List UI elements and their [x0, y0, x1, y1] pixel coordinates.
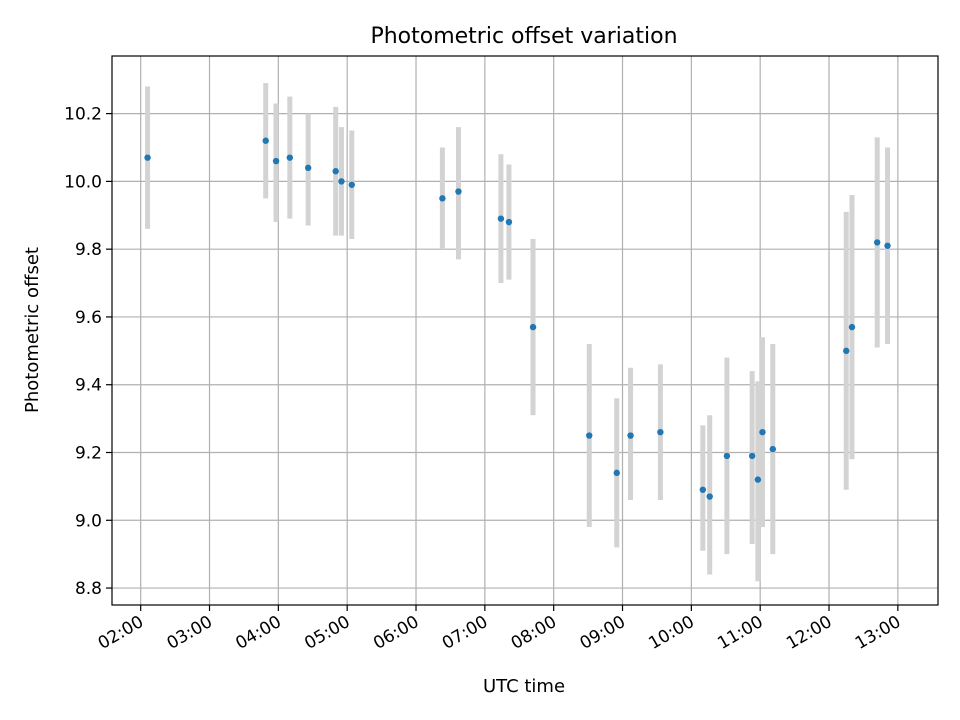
y-tick-label: 10.2 [64, 105, 102, 125]
data-point [332, 168, 339, 175]
data-point [586, 432, 593, 439]
x-tick-label: 09:00 [577, 612, 629, 654]
x-tick-label: 06:00 [370, 612, 422, 654]
data-point [723, 452, 731, 460]
grid [112, 56, 938, 605]
data-point [843, 347, 850, 355]
x-tick-label: 03:00 [164, 612, 216, 654]
chart-title: Photometric offset variation [370, 24, 677, 49]
x-tick-label: 08:00 [508, 612, 560, 654]
x-tick-label: 13:00 [852, 612, 904, 654]
data-point [754, 476, 762, 483]
data-point [272, 157, 280, 165]
data-point [699, 486, 707, 493]
data-point [657, 428, 664, 436]
x-tick-label: 10:00 [645, 612, 697, 654]
y-tick-label: 10.0 [64, 172, 102, 192]
data-point [144, 154, 151, 161]
x-tick-label: 05:00 [301, 612, 353, 654]
x-tick-label: 02:00 [95, 612, 147, 654]
y-tick-label: 8.8 [75, 579, 102, 599]
x-axis-ticks: 02:00 03:00 04:00 05:00 06:00 07:00 08:00 09:00… [95, 605, 904, 654]
data-point [748, 452, 756, 460]
y-tick-label: 9.2 [75, 444, 102, 464]
data-point [348, 181, 355, 188]
data-point [304, 164, 312, 172]
y-axis-label: Photometric offset [22, 247, 43, 413]
data-point [759, 428, 766, 436]
x-tick-label: 07:00 [439, 612, 491, 654]
data-point [286, 154, 294, 161]
data-points [144, 137, 891, 500]
data-point [706, 493, 713, 500]
y-tick-label: 9.6 [75, 308, 102, 328]
x-axis-label: UTC time [483, 676, 565, 697]
data-point [627, 432, 634, 439]
data-point [884, 242, 891, 249]
data-point [439, 195, 446, 202]
data-point [613, 469, 620, 477]
y-tick-label: 9.4 [75, 376, 102, 396]
data-point [848, 323, 856, 331]
data-point [497, 215, 505, 222]
error-bars [145, 83, 891, 582]
data-point [769, 445, 776, 453]
y-tick-label: 9.8 [75, 240, 102, 260]
data-point [873, 239, 881, 246]
data-point [338, 178, 345, 185]
plot-frame [111, 55, 939, 606]
data-point [455, 188, 462, 195]
data-point [505, 218, 513, 226]
y-tick-label: 9.0 [75, 511, 102, 531]
x-tick-label: 11:00 [714, 612, 766, 654]
x-tick-label: 12:00 [783, 612, 835, 654]
data-point [529, 323, 537, 331]
data-point [262, 137, 269, 144]
y-axis-ticks: 8.8 9.0 9.2 9.4 9.6 9.8 10.0 10.2 [64, 105, 112, 599]
x-tick-label: 04:00 [232, 612, 284, 654]
